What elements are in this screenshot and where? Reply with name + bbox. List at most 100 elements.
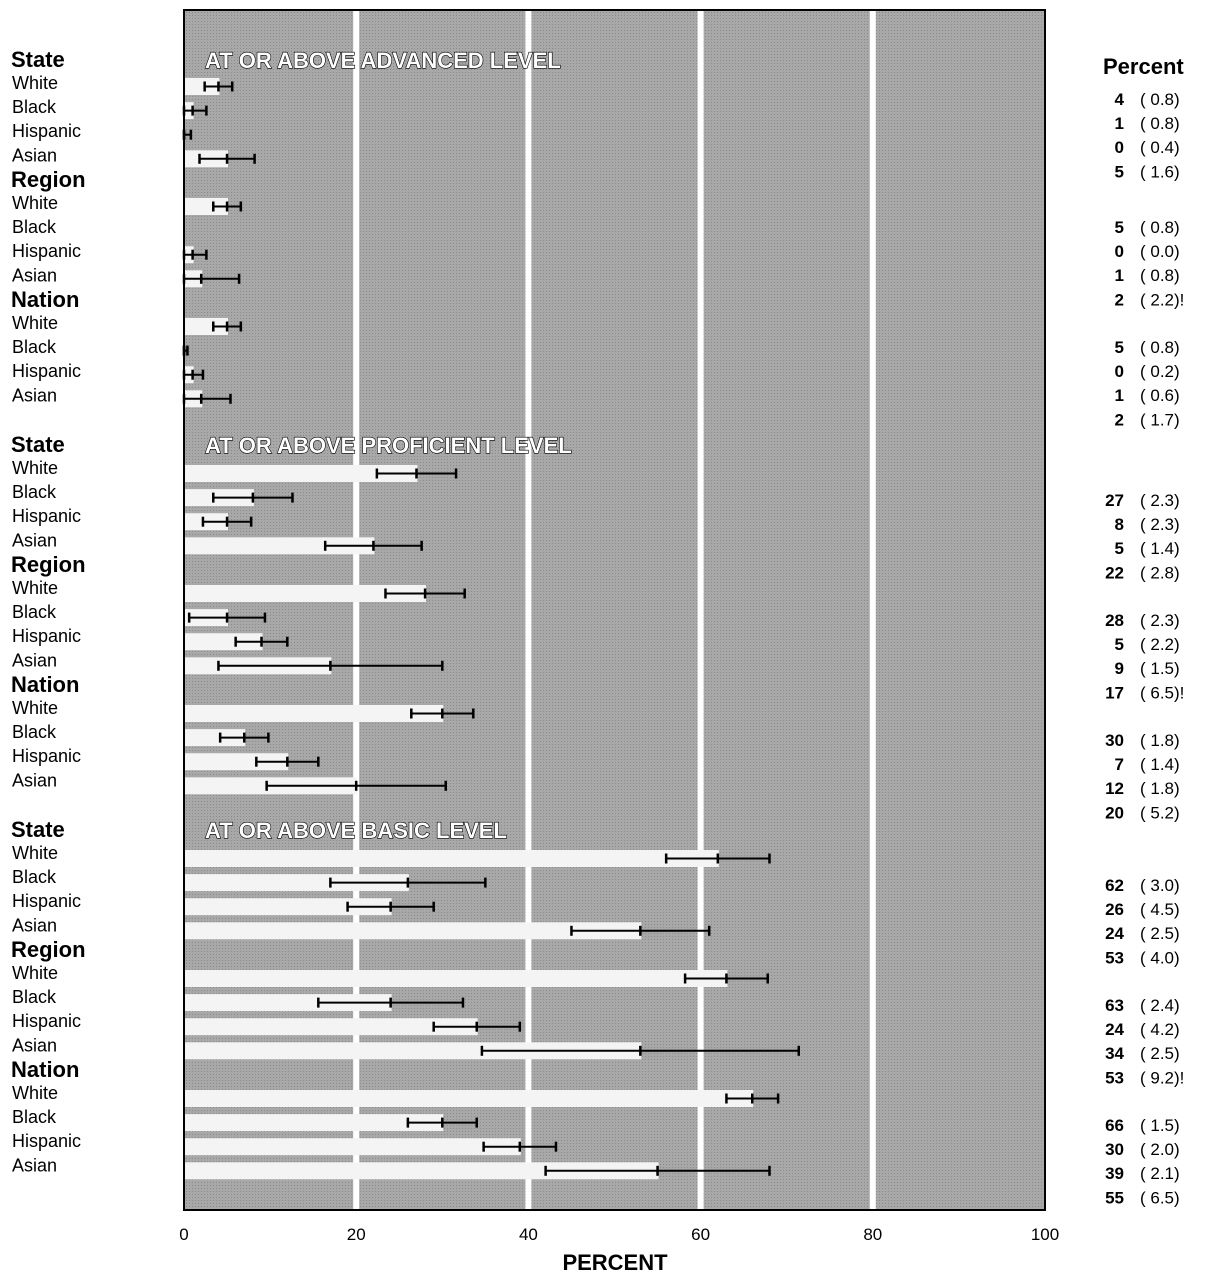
bar bbox=[185, 1018, 478, 1036]
percent-value: 66 bbox=[1105, 1116, 1124, 1135]
percent-value: 5 bbox=[1115, 162, 1124, 181]
standard-error: ( 1.5) bbox=[1140, 1116, 1180, 1135]
row-label: Black bbox=[12, 97, 57, 117]
row-label: Black bbox=[12, 482, 57, 502]
standard-error: ( 6.5) bbox=[1140, 1188, 1180, 1207]
x-axis: 0 20 40 60 80 100 bbox=[179, 1225, 1059, 1244]
percent-value: 7 bbox=[1115, 755, 1124, 774]
standard-error: ( 4.5) bbox=[1140, 900, 1180, 919]
row-label: White bbox=[12, 1083, 58, 1103]
bar bbox=[185, 198, 229, 215]
percent-value: 53 bbox=[1105, 1068, 1124, 1087]
standard-error: ( 1.4) bbox=[1140, 755, 1180, 774]
group-label: State bbox=[11, 47, 65, 72]
row-label: White bbox=[12, 843, 58, 863]
group-label: State bbox=[11, 817, 65, 842]
row-label: Black bbox=[12, 337, 57, 357]
x-tick-label: 60 bbox=[691, 1225, 710, 1244]
percent-value: 39 bbox=[1105, 1164, 1124, 1183]
percent-value: 5 bbox=[1115, 635, 1124, 654]
percent-value: 8 bbox=[1115, 515, 1124, 534]
bar bbox=[185, 537, 375, 555]
bar bbox=[185, 1042, 642, 1060]
bar bbox=[185, 585, 427, 602]
x-tick-label: 40 bbox=[519, 1225, 538, 1244]
percent-value: 12 bbox=[1105, 779, 1124, 798]
x-axis-label: PERCENT bbox=[562, 1250, 668, 1275]
percent-value: 30 bbox=[1105, 731, 1124, 750]
percent-value: 63 bbox=[1105, 996, 1124, 1015]
standard-error: ( 9.2)! bbox=[1140, 1068, 1184, 1087]
percent-value: 5 bbox=[1115, 338, 1124, 357]
percent-value: 53 bbox=[1105, 948, 1124, 967]
standard-error: ( 0.2) bbox=[1140, 362, 1180, 381]
standard-error: ( 5.2) bbox=[1140, 803, 1180, 822]
standard-error: ( 2.2) bbox=[1140, 635, 1180, 654]
percent-value: 26 bbox=[1105, 900, 1124, 919]
group-label: Region bbox=[11, 167, 86, 192]
row-label: Black bbox=[12, 1107, 57, 1127]
row-label: Black bbox=[12, 602, 57, 622]
percent-value: 28 bbox=[1105, 611, 1124, 630]
percent-value: 1 bbox=[1115, 386, 1124, 405]
percent-value: 20 bbox=[1105, 803, 1124, 822]
standard-error: ( 1.8) bbox=[1140, 731, 1180, 750]
bar bbox=[185, 898, 392, 916]
standard-error: ( 2.5) bbox=[1140, 924, 1180, 943]
row-label: White bbox=[12, 193, 58, 213]
percent-value: 24 bbox=[1105, 1020, 1124, 1039]
percent-value: 62 bbox=[1105, 876, 1124, 895]
bar bbox=[185, 1090, 754, 1107]
percent-value: 30 bbox=[1105, 1140, 1124, 1159]
percent-value: 17 bbox=[1105, 683, 1124, 702]
standard-error: ( 0.6) bbox=[1140, 386, 1180, 405]
row-label: Asian bbox=[12, 385, 57, 405]
bar bbox=[185, 970, 728, 987]
x-tick-label: 100 bbox=[1031, 1225, 1059, 1244]
row-label: Hispanic bbox=[12, 1131, 81, 1151]
percent-header: Percent bbox=[1103, 54, 1184, 79]
standard-error: ( 1.6) bbox=[1140, 162, 1180, 181]
bar bbox=[185, 994, 392, 1012]
standard-error: ( 1.5) bbox=[1140, 659, 1180, 678]
percent-value: 2 bbox=[1115, 290, 1124, 309]
standard-error: ( 0.4) bbox=[1140, 138, 1180, 157]
group-label: State bbox=[11, 432, 65, 457]
bar bbox=[185, 633, 263, 651]
row-label: Hispanic bbox=[12, 241, 81, 261]
percent-value: 4 bbox=[1115, 90, 1125, 109]
percent-value: 0 bbox=[1115, 362, 1124, 381]
standard-error: ( 2.3) bbox=[1140, 611, 1180, 630]
standard-error: ( 2.3) bbox=[1140, 515, 1180, 534]
standard-error: ( 2.3) bbox=[1140, 491, 1180, 510]
percent-value: 9 bbox=[1115, 659, 1124, 678]
row-label: White bbox=[12, 963, 58, 983]
bar bbox=[185, 78, 220, 95]
row-label: Hispanic bbox=[12, 746, 81, 766]
row-label: Black bbox=[12, 217, 57, 237]
row-label: Hispanic bbox=[12, 121, 81, 141]
row-label: Asian bbox=[12, 265, 57, 285]
bar bbox=[185, 922, 642, 940]
percent-value: 0 bbox=[1115, 242, 1124, 261]
percent-value: 1 bbox=[1115, 114, 1124, 133]
standard-error: ( 2.1) bbox=[1140, 1164, 1180, 1183]
percent-value: 22 bbox=[1105, 563, 1124, 582]
row-label: White bbox=[12, 578, 58, 598]
bar bbox=[185, 1114, 444, 1132]
row-label: Asian bbox=[12, 1155, 57, 1175]
bar bbox=[185, 753, 289, 771]
x-tick-label: 80 bbox=[863, 1225, 882, 1244]
row-label: Asian bbox=[12, 650, 57, 670]
standard-error: ( 0.8) bbox=[1140, 338, 1180, 357]
standard-error: ( 4.2) bbox=[1140, 1020, 1180, 1039]
standard-error: ( 1.4) bbox=[1140, 539, 1180, 558]
row-label: White bbox=[12, 73, 58, 93]
percent-value: 24 bbox=[1105, 924, 1124, 943]
standard-error: ( 1.7) bbox=[1140, 410, 1180, 429]
row-label: White bbox=[12, 458, 58, 478]
group-label: Nation bbox=[11, 672, 79, 697]
bar bbox=[185, 465, 418, 482]
